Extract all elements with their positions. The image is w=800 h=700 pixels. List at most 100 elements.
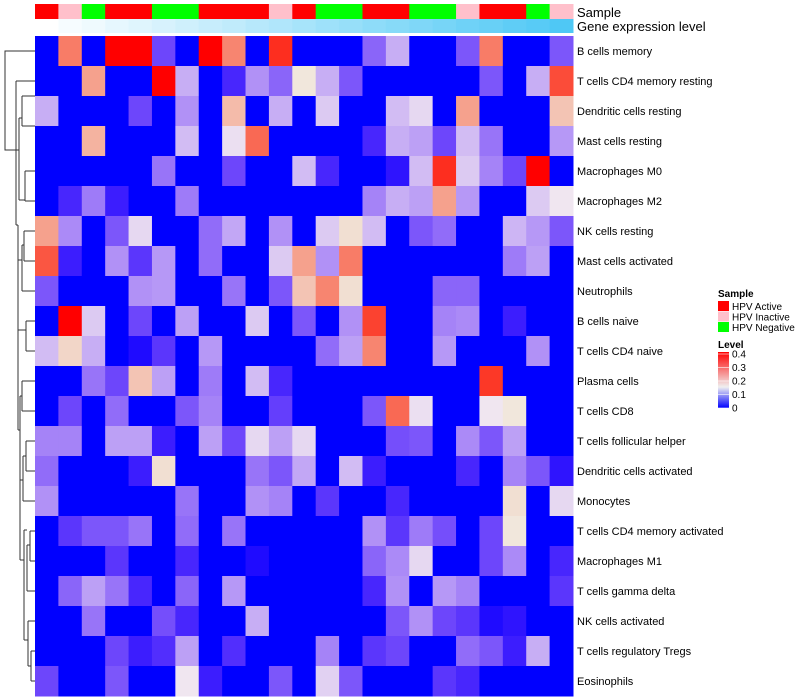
heatmap-cell [35,306,59,337]
heatmap-cell [432,636,457,667]
heatmap-cell [292,126,317,157]
gene-expression-annotation-cell [339,19,363,33]
heatmap-cell [526,36,551,67]
heatmap-cell [549,366,574,397]
heatmap-cell [81,336,106,367]
level-tick-label: 0 [732,404,738,415]
heatmap-cell [175,276,200,307]
heatmap-cell [222,276,247,307]
heatmap-cell [409,156,434,187]
gene-expression-annotation-cell [292,19,317,33]
heatmap-cell [502,276,527,307]
heatmap-cell [35,216,59,247]
sample-annotation-cell [222,4,247,19]
heatmap-cell [362,36,387,67]
gene-expression-annotation-cell [198,19,223,33]
heatmap-cell [105,396,130,427]
heatmap-cell [35,636,59,667]
heatmap-cell [526,66,551,97]
heatmap-cell [58,246,83,277]
row-label: Dendritic cells resting [577,106,682,118]
heatmap-cell [479,36,504,67]
sample-annotation-cell [339,4,363,19]
heatmap-cell [432,336,457,367]
heatmap-cell [81,546,106,577]
heatmap-cell [245,36,270,67]
heatmap-cell [502,426,527,457]
heatmap-cell [175,216,200,247]
heatmap-cell [362,576,387,607]
heatmap-cell [502,126,527,157]
heatmap-cell [175,546,200,577]
heatmap-cell [479,96,504,127]
heatmap-cell [385,606,410,637]
row-label: Macrophages M0 [577,166,662,178]
sample-legend-swatch [718,322,729,332]
heatmap-cell [175,246,200,277]
heatmap-cell [339,126,363,157]
heatmap-cell [409,336,434,367]
row-label: NK cells activated [577,616,664,628]
heatmap-cell [81,36,106,67]
heatmap-cell [35,606,59,637]
gene-expression-annotation-cell [315,19,340,33]
heatmap-cell [268,456,293,487]
sample-legend-label: HPV Active [732,302,782,313]
heatmap-cell [222,546,247,577]
heatmap-cell [292,36,317,67]
heatmap-cell [175,516,200,547]
heatmap-cell [175,306,200,337]
heatmap-cell [222,246,247,277]
heatmap-cell [245,276,270,307]
heatmap-cell [339,486,363,517]
heatmap-cell [175,336,200,367]
heatmap-cell [432,306,457,337]
heatmap-cell [35,516,59,547]
heatmap-cell [315,216,340,247]
gene-expression-annotation-cell [385,19,410,33]
heatmap-cell [385,246,410,277]
row-label: Dendritic cells activated [577,466,693,478]
heatmap-cell [35,426,59,457]
gene-expression-annotation-cell [35,19,59,33]
heatmap-cell [409,246,434,277]
sample-annotation-cell [175,4,200,19]
heatmap-cell [128,366,153,397]
heatmap-cell [198,336,223,367]
heatmap-cell [151,186,176,217]
sample-annotation-cell [292,4,317,19]
heatmap-cell [526,246,551,277]
heatmap-cell [268,636,293,667]
heatmap-cell [105,216,130,247]
heatmap-cell [35,336,59,367]
heatmap-cell [245,366,270,397]
heatmap-cell [479,306,504,337]
heatmap-cell [385,276,410,307]
gene-expression-annotation-cell [58,19,83,33]
heatmap-cell [222,576,247,607]
heatmap-cell [105,636,130,667]
heatmap-cell [526,366,551,397]
heatmap-cell [128,246,153,277]
heatmap-cell [245,216,270,247]
heatmap-cell [526,486,551,517]
heatmap-cell [222,456,247,487]
heatmap-cell [526,576,551,607]
heatmap-cell [222,516,247,547]
heatmap-cell [385,216,410,247]
heatmap-cell [81,516,106,547]
heatmap-cell [198,636,223,667]
heatmap-cell [409,486,434,517]
heatmap-cell [432,456,457,487]
heatmap-cell [502,366,527,397]
heatmap-cell [151,456,176,487]
heatmap-cell [35,246,59,277]
heatmap-cell [151,276,176,307]
heatmap-cell [268,66,293,97]
heatmap-cell [81,606,106,637]
heatmap-cell [362,636,387,667]
heatmap-cell [409,366,434,397]
heatmap-cell [151,666,176,697]
heatmap-cell [105,606,130,637]
heatmap-cell [432,606,457,637]
